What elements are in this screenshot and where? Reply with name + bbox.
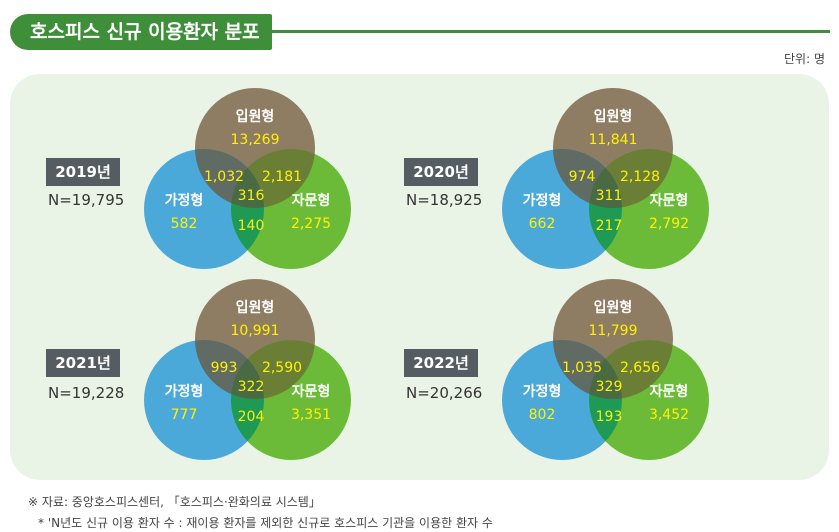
value-all-three: 311 — [596, 188, 623, 204]
value-all-three: 322 — [238, 379, 265, 395]
n-label-2020: N=18,925 — [406, 191, 483, 209]
year-badge-2019: 2019년 — [46, 158, 120, 186]
title-rule — [270, 30, 830, 33]
set-label-home: 가정형 — [523, 383, 562, 400]
value-inpatient-home: 993 — [211, 360, 238, 376]
overlap-inpatient-home — [195, 149, 264, 208]
set-label-inpatient: 입원형 — [594, 299, 633, 316]
set-label-inpatient: 입원형 — [594, 108, 633, 125]
year-badge-2022: 2022년 — [404, 349, 478, 377]
value-home-only: 802 — [529, 407, 556, 423]
value-home-consult: 140 — [238, 218, 265, 234]
n-label-2019: N=19,795 — [48, 191, 125, 209]
overlap-inpatient-home — [553, 149, 622, 208]
set-label-inpatient: 입원형 — [236, 299, 275, 316]
set-label-home: 가정형 — [165, 192, 204, 209]
overlap-inpatient-consult — [589, 149, 673, 208]
overlap-inpatient-home — [195, 340, 264, 399]
value-consult-only: 3,351 — [291, 407, 331, 423]
value-consult-only: 3,452 — [649, 407, 689, 423]
set-label-consult: 자문형 — [292, 383, 331, 400]
value-inpatient-only: 11,841 — [589, 132, 638, 148]
venn-2019: 입원형 13,269 가정형 582 자문형 2,275 1,032 2,181 316 140 — [144, 88, 351, 269]
set-label-home: 가정형 — [523, 192, 562, 209]
value-inpatient-consult: 2,181 — [262, 169, 302, 185]
value-home-only: 662 — [529, 216, 556, 232]
source-note: ※ 자료: 중앙호스피스센터, 「호스피스·완화의료 시스템」 — [28, 495, 321, 509]
overlap-inpatient-consult — [231, 340, 315, 399]
value-home-only: 582 — [171, 216, 198, 232]
value-home-only: 777 — [171, 407, 198, 423]
set-label-consult: 자문형 — [292, 192, 331, 209]
venn-2022: 입원형 11,799 가정형 802 자문형 3,452 1,035 2,656 329 193 — [502, 279, 709, 460]
set-label-consult: 자문형 — [650, 192, 689, 209]
unit-label: 단위: 명 — [784, 52, 825, 66]
n-label-2022: N=20,266 — [406, 384, 483, 402]
set-label-home: 가정형 — [165, 383, 204, 400]
value-home-consult: 204 — [238, 409, 265, 425]
value-inpatient-only: 10,991 — [231, 323, 280, 339]
year-badge-2021: 2021년 — [46, 349, 120, 377]
n-label-2021: N=19,228 — [48, 384, 125, 402]
value-inpatient-only: 11,799 — [589, 323, 638, 339]
value-inpatient-consult: 2,656 — [620, 360, 660, 376]
value-home-consult: 193 — [596, 409, 623, 425]
overlap-inpatient-consult — [589, 340, 673, 399]
value-consult-only: 2,275 — [291, 216, 331, 232]
chart-title: 호스피스 신규 이용환자 분포 — [10, 14, 272, 50]
value-inpatient-home: 1,032 — [204, 169, 244, 185]
value-all-three: 316 — [238, 188, 265, 204]
value-inpatient-home: 974 — [569, 169, 596, 185]
set-label-consult: 자문형 — [650, 383, 689, 400]
value-consult-only: 2,792 — [649, 216, 689, 232]
value-all-three: 329 — [596, 379, 623, 395]
overlap-inpatient-consult — [231, 149, 315, 208]
value-inpatient-only: 13,269 — [231, 132, 280, 148]
overlap-inpatient-home — [553, 340, 622, 399]
value-home-consult: 217 — [596, 218, 623, 234]
footnote: * 'N년도 신규 이용 환자 수 : 재이용 환자를 제외한 신규로 호스피스… — [38, 516, 493, 530]
year-badge-2020: 2020년 — [404, 158, 478, 186]
venn-2021: 입원형 10,991 가정형 777 자문형 3,351 993 2,590 322 204 — [144, 279, 351, 460]
set-label-inpatient: 입원형 — [236, 108, 275, 125]
venn-2020: 입원형 11,841 가정형 662 자문형 2,792 974 2,128 311 217 — [502, 88, 709, 269]
value-inpatient-consult: 2,128 — [620, 169, 660, 185]
value-inpatient-home: 1,035 — [562, 360, 602, 376]
value-inpatient-consult: 2,590 — [262, 360, 302, 376]
